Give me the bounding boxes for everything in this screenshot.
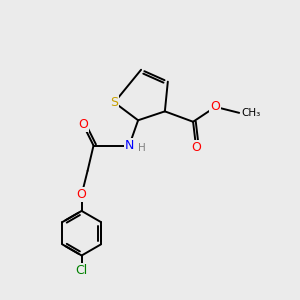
- Text: O: O: [211, 100, 220, 113]
- Text: H: H: [138, 143, 146, 153]
- Text: O: O: [191, 140, 201, 154]
- Text: Cl: Cl: [76, 264, 88, 277]
- Text: CH₃: CH₃: [242, 108, 261, 118]
- Text: N: N: [124, 139, 134, 152]
- Text: O: O: [78, 118, 88, 131]
- Text: O: O: [77, 188, 87, 201]
- Text: S: S: [110, 96, 118, 109]
